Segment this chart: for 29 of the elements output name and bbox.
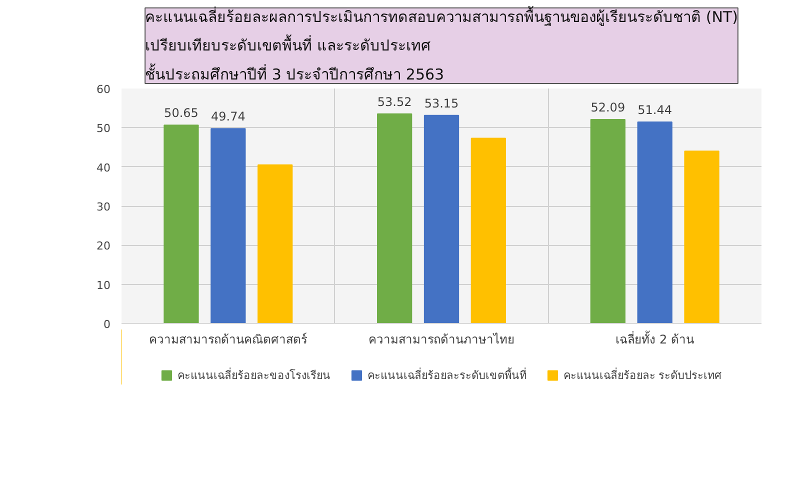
bar	[590, 118, 626, 324]
data-label: 50.65	[164, 106, 198, 120]
x-tick-label: เฉลี่ยทั้ง 2 ด้าน	[616, 330, 694, 346]
y-tick-label: 0	[104, 318, 110, 331]
bar	[164, 124, 199, 324]
bar	[424, 114, 460, 324]
data-label: 53.52	[377, 94, 412, 109]
y-tick-label: 40	[96, 161, 111, 174]
data-label: 52.09	[590, 100, 626, 114]
legend-label: คะแนนเฉลี่ยร้อยละระดับเขตพื้นที่	[367, 366, 526, 384]
y-tick-label: 30	[96, 200, 111, 214]
legend-label: คะแนนเฉลี่ยร้อยละ ระดับประเทศ	[563, 366, 722, 384]
y-tick-label: 10	[96, 278, 111, 292]
bar	[210, 128, 246, 324]
x-tick-label: ความสามารถด้านคณิตศาสตร์	[149, 332, 308, 346]
data-label: 53.15	[424, 96, 459, 110]
legend-label: คะแนนเฉลี่ยร้อยละของโรงเรียน	[177, 366, 330, 384]
data-label: 51.44	[638, 103, 672, 118]
y-tick-label: 60	[96, 83, 111, 96]
data-label: 49.74	[210, 110, 246, 124]
x-tick-label: ความสามารถด้านภาษาไทย	[368, 332, 514, 346]
bar	[377, 113, 412, 324]
bar	[684, 150, 720, 324]
bar	[258, 164, 293, 324]
bar	[470, 138, 506, 324]
chart-title: คะแนนเฉลี่ยร้อยละผลการประเมินการทดสอบความสามารถพื้นฐานของผู้เรียนระดับชาติ (NT) เปรียบเทียบระดับเขตพื้นที่ และระดับประเทศ ชั้นประถมศึกษาปีที่ 3 ประจำปีการศึกษา 2563	[145, 6, 738, 84]
y-tick-label: 50	[96, 122, 111, 136]
bar	[637, 122, 672, 324]
y-tick-label: 20	[96, 240, 111, 253]
